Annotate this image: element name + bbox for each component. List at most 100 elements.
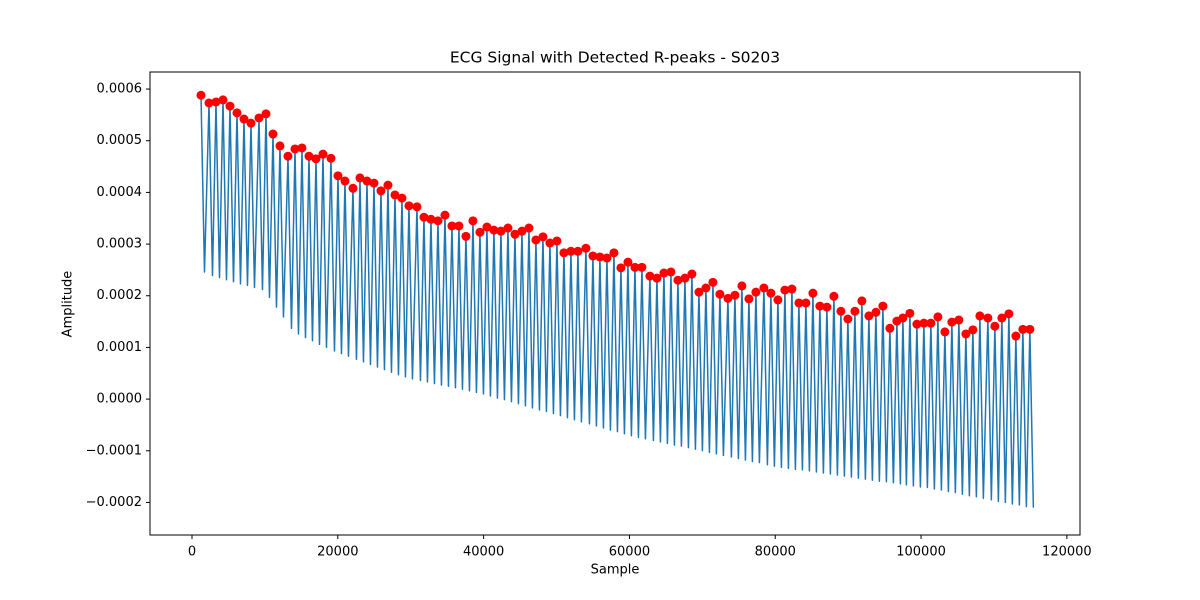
r-peak-marker (652, 273, 662, 283)
ecg-line (200, 95, 1035, 508)
r-peak-marker (1018, 324, 1028, 334)
r-peak-marker (773, 295, 783, 305)
r-peak-marker (254, 113, 264, 123)
r-peak-marker (454, 221, 464, 231)
r-peak-marker (196, 90, 206, 100)
r-peak-marker (673, 275, 683, 285)
r-peak-marker (588, 251, 598, 261)
r-peak-marker (808, 288, 818, 298)
r-peak-marker (766, 288, 776, 298)
y-axis-label: Amplitude (61, 271, 76, 338)
r-peak-marker (383, 180, 393, 190)
r-peak-marker (559, 248, 569, 258)
r-peak-marker (708, 277, 718, 287)
y-tick-label: −0.0001 (86, 443, 142, 458)
r-peak-marker (496, 226, 506, 236)
r-peak-marker (426, 214, 436, 224)
r-peak-marker (968, 325, 978, 335)
x-tick-label: 80000 (755, 545, 796, 560)
x-tick-label: 0 (188, 545, 196, 560)
r-peak-marker (218, 95, 228, 105)
r-peak-marker (1011, 331, 1021, 341)
r-peak-marker (1025, 324, 1035, 334)
r-peak-marker (836, 306, 846, 316)
r-peak-marker (290, 144, 300, 154)
r-peak-marker (268, 129, 278, 139)
r-peak-marker (975, 311, 985, 321)
y-tick-label: 0.0002 (97, 288, 143, 303)
r-peak-marker (326, 153, 336, 163)
r-peak-marker (412, 202, 422, 212)
r-peak-marker (404, 201, 414, 211)
r-peak-marker (390, 190, 400, 200)
x-tick-label: 120000 (1042, 545, 1092, 560)
r-peak-marker (566, 246, 576, 256)
r-peak-marker (204, 98, 214, 108)
r-peak-marker (261, 109, 271, 119)
x-tick-label: 20000 (317, 545, 358, 560)
r-peak-marker (609, 248, 619, 258)
r-peak-marker (954, 315, 964, 325)
r-peak-marker (304, 151, 314, 161)
r-peak-marker (961, 329, 971, 339)
x-tick-label: 60000 (609, 545, 650, 560)
r-peak-marker (885, 323, 895, 333)
r-peak-marker (737, 281, 747, 291)
r-peak-marker (475, 227, 485, 237)
r-peak-marker (461, 231, 471, 241)
r-peak-marker (926, 318, 936, 328)
r-peak-marker (898, 313, 908, 323)
r-peak-marker (616, 263, 626, 273)
r-peak-marker (715, 289, 725, 299)
r-peak-marker (283, 151, 293, 161)
r-peak-marker (759, 283, 769, 293)
r-peak-marker (602, 253, 612, 263)
r-peak-marker (517, 226, 527, 236)
plot-area (196, 90, 1035, 508)
r-peak-marker (397, 193, 407, 203)
r-peak-marker (801, 298, 811, 308)
y-tick-label: 0.0001 (97, 340, 143, 355)
r-peak-marker (419, 212, 429, 222)
y-tick-label: 0.0003 (97, 237, 143, 252)
r-peak-marker (489, 225, 499, 235)
x-axis-label: Sample (591, 563, 640, 578)
r-peak-marker (232, 108, 242, 118)
r-peak-marker (239, 114, 249, 124)
r-peak-marker (687, 269, 697, 279)
r-peak-marker (482, 222, 492, 232)
r-peak-marker (645, 271, 655, 281)
r-peak-marker (311, 154, 321, 164)
r-peak-marker (297, 143, 307, 153)
r-peak-marker (225, 101, 235, 111)
y-tick-label: 0.0006 (97, 82, 143, 97)
r-peak-marker (440, 210, 450, 220)
x-tick-label: 40000 (463, 545, 504, 560)
y-tick-label: −0.0002 (86, 495, 142, 510)
r-peak-marker (376, 186, 386, 196)
r-peak-marker (850, 306, 860, 316)
r-peak-marker (864, 311, 874, 321)
r-peak-marker (822, 302, 832, 312)
r-peak-marker (573, 246, 583, 256)
r-peak-marker (787, 284, 797, 294)
r-peak-marker (552, 236, 562, 246)
r-peak-marker (348, 183, 358, 193)
r-peak-marker (723, 293, 733, 303)
r-peak-marker (333, 171, 343, 181)
r-peak-marker (468, 216, 478, 226)
r-peak-marker (780, 285, 790, 295)
r-peak-marker (933, 312, 943, 322)
r-peak-marker (947, 317, 957, 327)
r-peak-marker (595, 252, 605, 262)
r-peak-marker (815, 301, 825, 311)
chart-title: ECG Signal with Detected R-peaks - S0203 (450, 49, 780, 67)
r-peak-marker (623, 257, 633, 267)
r-peak-marker (545, 238, 555, 248)
r-peak-marker (701, 283, 711, 293)
r-peak-marker (829, 291, 839, 301)
r-peak-marker (362, 176, 372, 186)
y-tick-label: 0.0004 (97, 185, 143, 200)
r-peak-marker (940, 327, 950, 337)
